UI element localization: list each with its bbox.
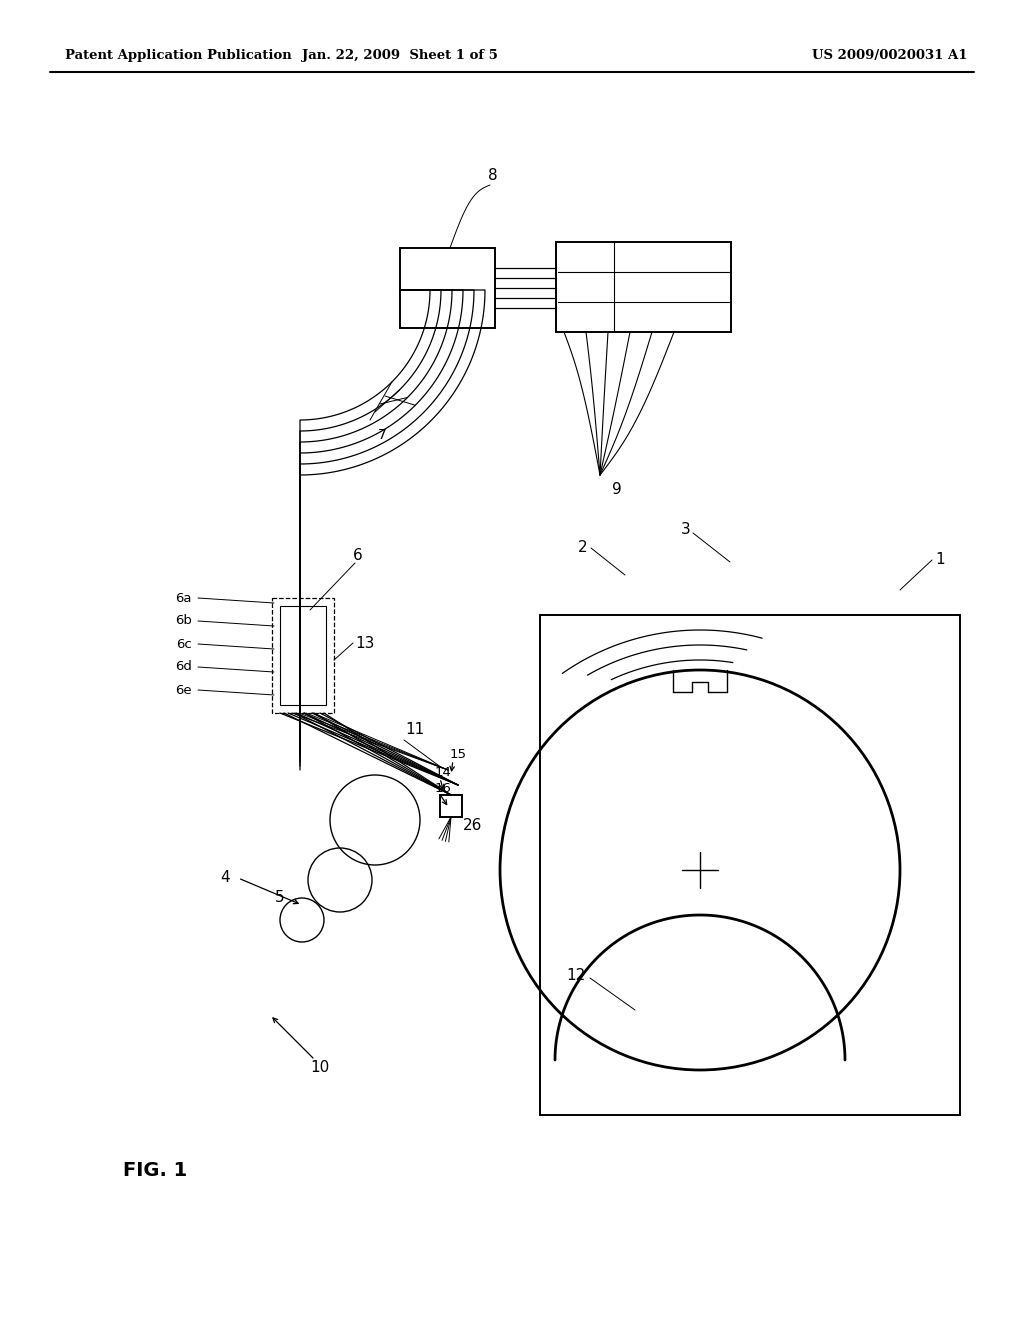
Text: 10: 10 [310,1060,330,1076]
Text: 6a: 6a [175,591,193,605]
Text: 5: 5 [275,891,285,906]
Text: 15: 15 [450,748,467,762]
Text: 6: 6 [353,548,362,562]
Text: Jan. 22, 2009  Sheet 1 of 5: Jan. 22, 2009 Sheet 1 of 5 [302,49,498,62]
Text: 6e: 6e [175,684,193,697]
Text: FIG. 1: FIG. 1 [123,1160,187,1180]
Text: 12: 12 [566,968,586,982]
Bar [556,242,731,333]
Text: 6d: 6d [175,660,193,673]
Text: 11: 11 [406,722,424,738]
Bar [272,598,334,713]
Text: 9: 9 [612,483,622,498]
Text: 13: 13 [355,635,375,651]
Text: 6b: 6b [175,615,193,627]
Text: US 2009/0020031 A1: US 2009/0020031 A1 [812,49,968,62]
Text: 1: 1 [935,553,945,568]
Bar [280,606,326,705]
Text: 6c: 6c [176,638,193,651]
Text: 7: 7 [378,428,387,442]
Text: 2: 2 [579,540,588,556]
Text: 14: 14 [435,767,452,780]
Text: 8: 8 [488,168,498,182]
Bar [400,248,495,327]
Text: Patent Application Publication: Patent Application Publication [65,49,292,62]
Text: 26: 26 [463,818,482,833]
Text: 16: 16 [435,781,452,795]
Text: 4: 4 [220,870,230,886]
Bar [440,795,462,817]
Text: 3: 3 [681,523,691,537]
